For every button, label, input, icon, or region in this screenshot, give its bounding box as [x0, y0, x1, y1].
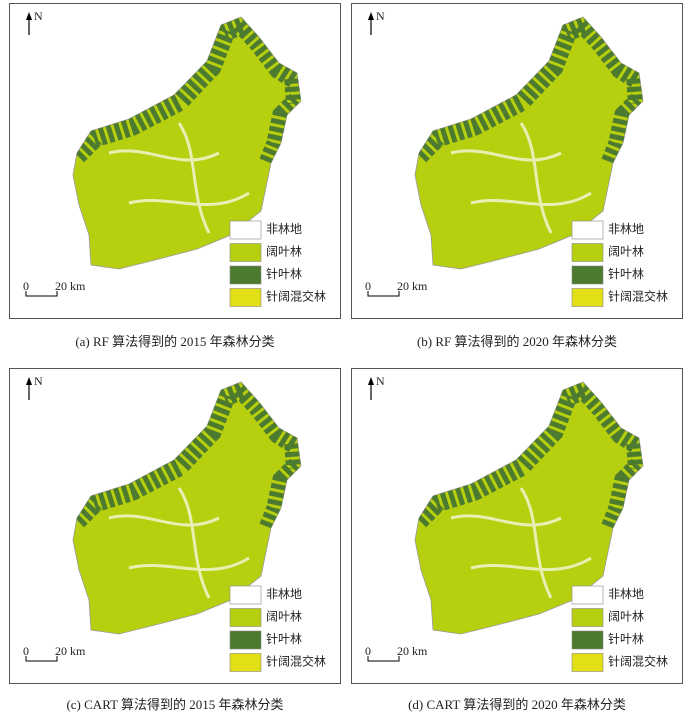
north-label: N — [376, 374, 385, 388]
scale-label: 20 km — [397, 644, 428, 658]
legend-label: 阔叶林 — [266, 244, 302, 258]
non-forest — [450, 122, 592, 234]
legend-swatch — [229, 288, 262, 307]
north-arrow-head — [26, 377, 32, 385]
legend-swatch — [229, 243, 262, 262]
north-label: N — [376, 9, 385, 23]
legend-swatch — [571, 653, 604, 672]
north-label: N — [34, 374, 43, 388]
scale-bar — [367, 291, 400, 297]
scale-label: 20 km — [55, 644, 86, 658]
north-arrow-head — [368, 12, 374, 20]
north-arrow-head — [26, 12, 32, 20]
scale-label: 0 — [365, 279, 371, 293]
caption: (c) CART 算法得到的 2015 年森林分类 — [66, 697, 283, 712]
legend-label: 针叶林 — [608, 266, 644, 281]
region-conifer — [415, 17, 643, 170]
legend-label: 阔叶林 — [608, 609, 644, 623]
legend-label: 针叶林 — [266, 631, 302, 646]
region-detail — [415, 382, 643, 599]
legend-label: 非林地 — [608, 587, 644, 601]
legend-swatch — [571, 288, 604, 307]
region-detail — [73, 382, 301, 599]
scale-label: 20 km — [55, 279, 86, 293]
legend-label: 非林地 — [608, 222, 644, 236]
legend-swatch — [571, 608, 604, 627]
caption: (a) RF 算法得到的 2015 年森林分类 — [75, 334, 274, 349]
non-forest — [108, 487, 250, 599]
legend-label: 针阔混交林 — [266, 288, 326, 303]
scale-label: 0 — [23, 644, 29, 658]
region-detail — [415, 17, 643, 234]
legend-label: 针叶林 — [608, 631, 644, 646]
legend-label: 针阔混交林 — [266, 653, 326, 668]
scale-label: 0 — [23, 279, 29, 293]
legend-label: 针阔混交林 — [608, 288, 668, 303]
legend-swatch — [571, 243, 604, 262]
legend-swatch — [229, 653, 262, 672]
legend-swatch — [571, 630, 604, 650]
legend-label: 非林地 — [266, 222, 302, 236]
legend-swatch — [229, 630, 262, 650]
north-arrow-head — [368, 377, 374, 385]
scale-bar — [367, 656, 400, 662]
scale-label: 20 km — [397, 279, 428, 293]
scale-label: 0 — [365, 644, 371, 658]
legend-swatch — [571, 220, 604, 240]
legend-label: 阔叶林 — [608, 244, 644, 258]
legend-label: 阔叶林 — [266, 609, 302, 623]
non-forest — [450, 487, 592, 599]
legend-swatch — [229, 608, 262, 627]
caption: (b) RF 算法得到的 2020 年森林分类 — [417, 334, 617, 349]
legend-swatch — [229, 220, 262, 240]
region-conifer — [415, 382, 643, 535]
caption: (d) CART 算法得到的 2020 年森林分类 — [408, 697, 626, 712]
legend-label: 针阔混交林 — [608, 653, 668, 668]
legend-label: 非林地 — [266, 587, 302, 601]
legend-swatch — [571, 265, 604, 285]
legend-swatch — [571, 585, 604, 605]
legend-swatch — [229, 585, 262, 605]
legend-swatch — [229, 265, 262, 285]
scale-bar — [25, 656, 58, 662]
non-forest — [108, 122, 250, 234]
north-label: N — [34, 9, 43, 23]
scale-bar — [25, 291, 58, 297]
region-conifer — [73, 382, 301, 535]
legend-label: 针叶林 — [266, 266, 302, 281]
